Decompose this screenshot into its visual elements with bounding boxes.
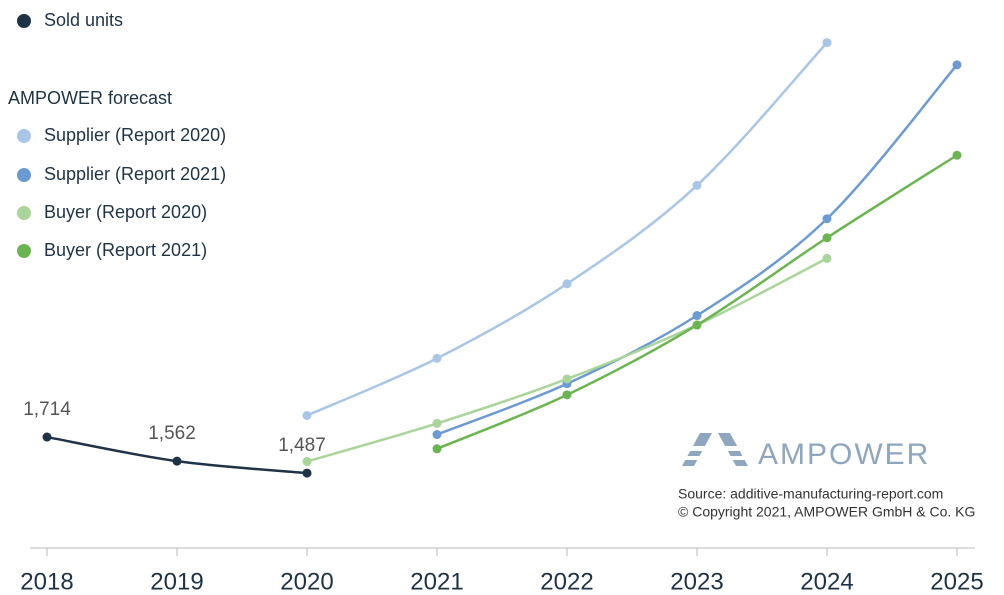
point bbox=[302, 456, 312, 466]
point bbox=[822, 253, 832, 263]
point bbox=[302, 410, 312, 420]
x-tick-label: 2021 bbox=[410, 568, 463, 595]
point bbox=[432, 418, 442, 428]
x-tick-label: 2018 bbox=[20, 568, 73, 595]
series-line bbox=[436, 64, 958, 436]
source: Source: additive-manufacturing-report.co… bbox=[678, 486, 943, 502]
logo-text: AMPOWER bbox=[758, 438, 930, 471]
series-line bbox=[306, 257, 828, 463]
point bbox=[822, 214, 832, 224]
point bbox=[432, 444, 442, 454]
legend-label: Supplier (Report 2020) bbox=[44, 125, 226, 145]
legend-marker bbox=[17, 206, 31, 220]
point bbox=[302, 468, 312, 478]
x-tick-label: 2022 bbox=[540, 568, 593, 595]
x-tick-label: 2023 bbox=[670, 568, 723, 595]
point bbox=[42, 432, 52, 442]
point bbox=[172, 456, 182, 466]
point bbox=[952, 150, 962, 160]
point bbox=[692, 180, 702, 190]
copyright: © Copyright 2021, AMPOWER GmbH & Co. KG bbox=[678, 504, 975, 520]
data-label: 1,714 bbox=[23, 399, 71, 420]
data-label: 1,487 bbox=[278, 435, 326, 456]
x-tick-label: 2025 bbox=[930, 568, 983, 595]
point bbox=[952, 60, 962, 70]
point bbox=[822, 38, 832, 48]
legend-marker bbox=[17, 14, 31, 28]
x-tick-label: 2019 bbox=[150, 568, 203, 595]
point bbox=[692, 311, 702, 321]
logo-icon bbox=[690, 446, 740, 451]
logo-icon bbox=[685, 456, 745, 460]
x-tick-label: 2020 bbox=[280, 568, 333, 595]
legend-title: AMPOWER forecast bbox=[8, 88, 172, 108]
logo: AMPOWER bbox=[682, 433, 930, 471]
legend-marker bbox=[17, 168, 31, 182]
legend-label: Buyer (Report 2020) bbox=[44, 202, 207, 222]
point bbox=[562, 374, 572, 384]
series-line bbox=[306, 41, 828, 417]
x-tick-label: 2024 bbox=[800, 568, 853, 595]
point bbox=[562, 279, 572, 289]
data-label: 1,562 bbox=[148, 423, 196, 444]
legend-marker bbox=[17, 129, 31, 143]
legend-label: Supplier (Report 2021) bbox=[44, 164, 226, 184]
point bbox=[432, 430, 442, 440]
point bbox=[432, 353, 442, 363]
legend-label: Buyer (Report 2021) bbox=[44, 240, 207, 260]
point bbox=[822, 233, 832, 243]
legend-label: Sold units bbox=[44, 10, 123, 30]
point bbox=[692, 320, 702, 330]
legend-marker bbox=[17, 244, 31, 258]
point bbox=[562, 390, 572, 400]
